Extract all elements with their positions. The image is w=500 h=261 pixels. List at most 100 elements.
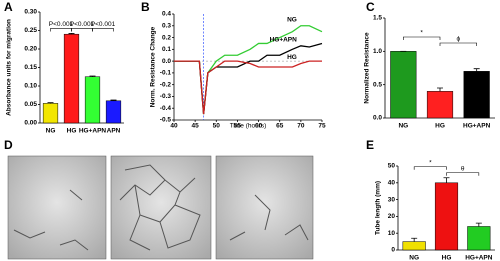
line xyxy=(174,25,323,115)
y-tick-label: 0.10 xyxy=(24,83,37,90)
y-tick-label: 0.3 xyxy=(162,22,171,29)
annotation: * xyxy=(420,30,423,37)
series-label: NG xyxy=(287,16,297,23)
bar xyxy=(42,103,59,124)
y-axis-label: Norm. Resistance Change xyxy=(150,26,157,107)
y-tick-label: 50 xyxy=(388,163,396,170)
error-bar xyxy=(437,87,443,92)
bar xyxy=(402,241,426,251)
bracket xyxy=(71,28,93,32)
bracket xyxy=(403,36,441,40)
bar xyxy=(390,51,417,119)
panel-label: A xyxy=(4,0,13,14)
x-tick-label: APN xyxy=(107,128,121,135)
y-tick-label: -0.1 xyxy=(160,70,172,77)
y-tick-label: -0.3 xyxy=(160,93,172,100)
error-bar xyxy=(110,99,117,101)
x-tick-label: 60 xyxy=(255,123,263,130)
error-bar xyxy=(47,102,54,104)
x-tick-label: HG xyxy=(67,128,77,135)
x-tick-label: 75 xyxy=(318,123,326,130)
y-tick-label: 0.5 xyxy=(373,81,382,88)
y-tick-label: 0.20 xyxy=(24,46,37,53)
bar xyxy=(426,91,454,119)
x-tick-label: 55 xyxy=(234,123,242,130)
bracket xyxy=(50,28,72,32)
error-bar xyxy=(411,237,418,242)
bar xyxy=(463,71,490,119)
y-tick-label: 0 xyxy=(391,247,395,254)
y-tick-label: 0.15 xyxy=(24,64,37,71)
x-tick-label: 50 xyxy=(213,123,221,130)
bar xyxy=(63,33,80,124)
x-tick-label: HG xyxy=(435,123,445,130)
micrograph xyxy=(110,155,212,260)
error-bar xyxy=(473,68,480,72)
error-bar xyxy=(475,222,482,227)
y-tick-label: -0.5 xyxy=(160,117,172,124)
y-tick-label: 40 xyxy=(388,180,396,187)
micrograph xyxy=(7,155,107,260)
series-label: HG xyxy=(287,54,297,61)
annotation: ϕ xyxy=(457,36,461,43)
error-bar xyxy=(68,33,75,35)
y-tick-label: 0.2 xyxy=(162,34,171,41)
bar xyxy=(84,76,101,124)
x-tick-label: HG+APN xyxy=(79,128,107,135)
y-tick-label: -0.4 xyxy=(160,105,172,112)
y-axis-label: Tube length (mm) xyxy=(375,181,382,235)
panel-label: C xyxy=(366,0,375,14)
bracket xyxy=(446,172,480,176)
bar xyxy=(105,100,122,124)
y-tick-label: 0.00 xyxy=(24,120,37,127)
x-tick-label: 45 xyxy=(192,123,200,130)
annotation: * xyxy=(429,159,432,166)
micrographs xyxy=(7,155,314,260)
x-tick-label: NG xyxy=(46,128,56,135)
y-tick-label: 0.0 xyxy=(373,115,382,122)
y-tick-label: 0.1 xyxy=(162,46,171,53)
panel-label: D xyxy=(4,138,13,152)
line xyxy=(174,42,323,115)
panel-label: B xyxy=(141,0,150,14)
annotation: P<0.001 xyxy=(91,21,116,28)
annotation: P<0.001 xyxy=(70,21,95,28)
y-tick-label: 0.4 xyxy=(162,11,171,18)
x-tick-label: 70 xyxy=(297,123,305,130)
x-tick-label: NG xyxy=(409,255,419,261)
bracket xyxy=(439,42,477,46)
y-axis-label: Absorbance units for migration xyxy=(6,19,13,116)
x-axis-label: Time (hours) xyxy=(230,123,267,130)
line xyxy=(174,60,322,115)
y-tick-label: 20 xyxy=(388,213,396,220)
y-tick-label: 0.25 xyxy=(24,27,37,34)
error-bar xyxy=(443,177,450,183)
series-label: HG+APN xyxy=(270,37,298,44)
y-tick-label: 30 xyxy=(388,196,396,203)
y-tick-label: 0.05 xyxy=(24,101,37,108)
y-tick-label: 1.0 xyxy=(373,48,382,55)
annotation: P<0.001 xyxy=(49,21,74,28)
y-tick-label: 0.30 xyxy=(24,9,37,16)
bracket xyxy=(92,28,114,32)
x-tick-label: HG xyxy=(442,255,452,261)
y-tick-label: -0.2 xyxy=(160,81,172,88)
error-bar xyxy=(89,75,96,77)
bar xyxy=(434,182,459,251)
panel-label: E xyxy=(366,138,374,152)
y-tick-label: 1.5 xyxy=(373,15,382,22)
x-tick-label: HG+APN xyxy=(463,123,491,130)
annotation: θ xyxy=(461,165,465,172)
x-tick-label: 40 xyxy=(170,123,178,130)
y-tick-label: 0.0 xyxy=(162,58,171,65)
tube-network xyxy=(13,164,309,251)
micrograph xyxy=(215,155,314,260)
x-tick-label: NG xyxy=(398,123,408,130)
x-tick-label: 65 xyxy=(276,123,284,130)
bar xyxy=(467,226,491,251)
bracket xyxy=(413,166,447,170)
y-axis-label: Normalized Resistance xyxy=(364,32,371,104)
y-tick-label: 10 xyxy=(388,230,396,237)
x-tick-label: HG+APN xyxy=(465,255,493,261)
